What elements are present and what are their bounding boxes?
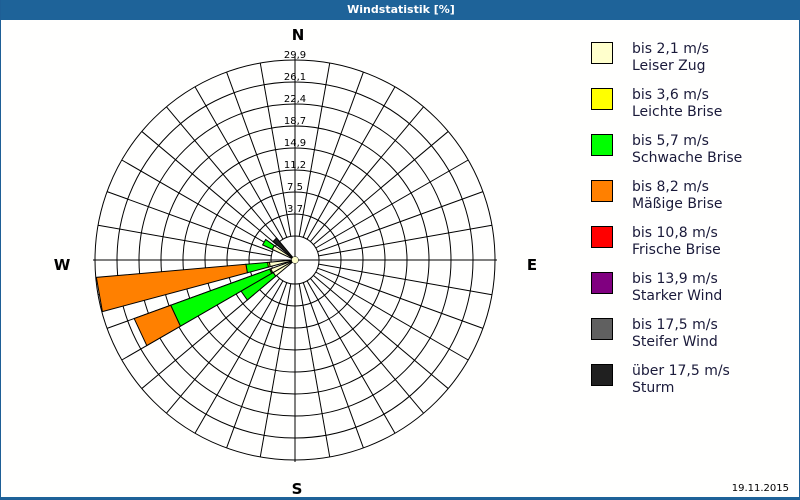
legend-range: bis 10,8 m/s [632,225,718,241]
wind-sector-segment [95,263,248,313]
legend-range: bis 8,2 m/s [632,179,709,195]
legend-label: Frische Brise [632,242,721,258]
radial-tick-label: 14,9 [284,138,306,149]
legend-swatch [591,180,613,202]
radial-tick-label: 29,9 [284,50,306,61]
wind-sector-segment [240,271,277,301]
compass-north-label: N [292,26,305,44]
radial-tick-label: 22,4 [284,94,306,105]
radial-tick-label: 18,7 [284,116,306,127]
wind-sectors [95,237,299,347]
wind-rose-chart: 3,7 7,5 11,2 14,9 18,7 22,4 26,1 29,9 N E S W [54,26,537,498]
legend-swatch [591,318,613,340]
bottom-border [1,497,800,499]
legend-swatch [591,134,613,156]
compass-west-label: W [54,256,71,274]
legend-label: Mäßige Brise [632,196,723,212]
legend-label: Steifer Wind [632,334,718,350]
compass-south-label: S [292,480,303,498]
legend-label: Sturm [632,380,675,396]
compass-east-label: E [527,256,537,274]
legend-label: Schwache Brise [632,150,743,166]
legend-range: bis 5,7 m/s [632,133,709,149]
legend-swatch [591,42,613,64]
wind-sector-segment [261,238,276,251]
legend-range: über 17,5 m/s [632,363,730,379]
legend-label: Starker Wind [632,288,723,304]
radial-tick-label: 3,7 [287,204,303,215]
legend-swatch [591,364,613,386]
radial-tick-label: 26,1 [284,72,306,83]
legend-range: bis 2,1 m/s [632,41,709,57]
wind-sector-segment [133,304,182,347]
window-title: Windstatistik [%] [1,0,800,20]
legend-swatch [591,226,613,248]
radial-tick-label: 11,2 [284,160,306,171]
legend-range: bis 3,6 m/s [632,87,709,103]
legend-swatch [591,272,613,294]
radial-tick-label: 7,5 [287,182,303,193]
legend-label: Leichte Brise [632,104,723,120]
radial-tick-labels: 3,7 7,5 11,2 14,9 18,7 22,4 26,1 29,9 [284,50,306,215]
legend-range: bis 17,5 m/s [632,317,718,333]
legend-swatch [591,88,613,110]
legend-label: Leiser Zug [632,58,706,74]
date-label: 19.11.2015 [731,483,789,494]
legend-range: bis 13,9 m/s [632,271,718,287]
